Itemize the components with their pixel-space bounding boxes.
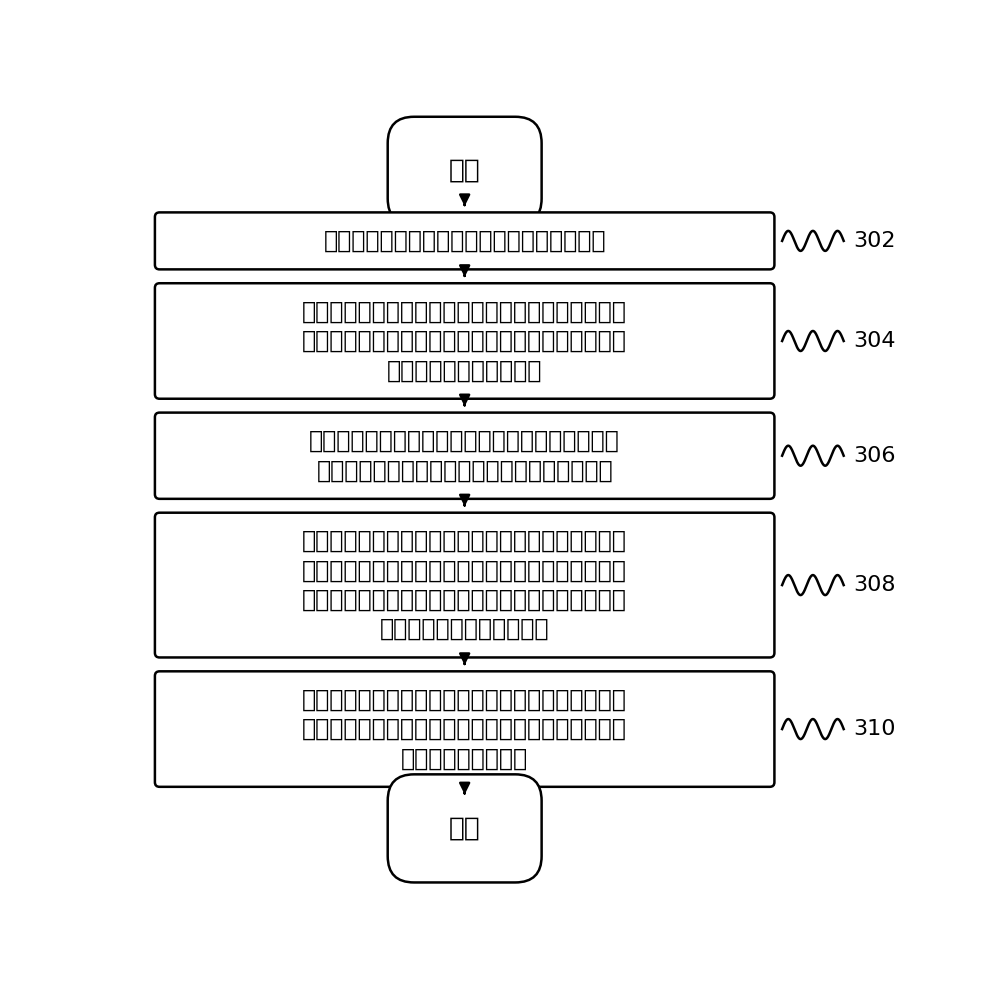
Text: 302: 302 [854, 231, 896, 251]
Text: 按照预设转速对其内的物料进行研磨，同时启动加热: 按照预设转速对其内的物料进行研磨，同时启动加热 [302, 588, 628, 612]
FancyBboxPatch shape [155, 283, 775, 399]
FancyBboxPatch shape [387, 774, 541, 882]
Text: 料，当烘烤时间达到预设烘烤时间时，停止烘烤: 料，当烘烤时间达到预设烘烤时间时，停止烘烤 [317, 458, 613, 482]
FancyBboxPatch shape [155, 413, 775, 499]
Text: 设灭酶时间时，停止喷射: 设灭酶时间时，停止喷射 [387, 358, 542, 382]
Text: 装置加热研磨装置内的物料: 装置加热研磨装置内的物料 [380, 617, 549, 641]
Text: 按照第一预设注水量和预设注水频率向研磨装置内注: 按照第一预设注水量和预设注水频率向研磨装置内注 [302, 529, 628, 553]
Text: 控制加热装置以第三预设温度烘烤研磨装置内的物: 控制加热装置以第三预设温度烘烤研磨装置内的物 [309, 429, 620, 453]
FancyBboxPatch shape [155, 671, 775, 787]
FancyBboxPatch shape [155, 212, 775, 269]
Text: 入预设水量的水；以及启动研磨装置并控制研磨装置: 入预设水量的水；以及启动研磨装置并控制研磨装置 [302, 558, 628, 582]
Text: 当研磨时间达到预设研磨时间时，停止研磨；以及检: 当研磨时间达到预设研磨时间时，停止研磨；以及检 [302, 688, 628, 712]
Text: 接收制取豆浆的启动指令，向蒸汽装置内供水: 接收制取豆浆的启动指令，向蒸汽装置内供水 [324, 229, 606, 253]
Text: 308: 308 [854, 575, 896, 595]
FancyBboxPatch shape [155, 513, 775, 657]
Text: 结束: 结束 [449, 815, 481, 841]
Text: 蒸汽，进行高温蒸汽灭酶，当高温蒸汽灭酶时间至预: 蒸汽，进行高温蒸汽灭酶，当高温蒸汽灭酶时间至预 [302, 329, 628, 353]
Text: 304: 304 [854, 331, 896, 351]
Text: 开始: 开始 [449, 158, 481, 184]
Text: 控制蒸汽装置向研磨装置内喷射第一预设温度的高温: 控制蒸汽装置向研磨装置内喷射第一预设温度的高温 [302, 300, 628, 324]
Text: 306: 306 [854, 446, 896, 466]
Text: 停止加热，结束制浆: 停止加热，结束制浆 [401, 746, 528, 770]
Text: 310: 310 [854, 719, 896, 739]
FancyBboxPatch shape [387, 117, 541, 225]
Text: 测物料的温度，当物料的温度达到第二预设温度时，: 测物料的温度，当物料的温度达到第二预设温度时， [302, 717, 628, 741]
